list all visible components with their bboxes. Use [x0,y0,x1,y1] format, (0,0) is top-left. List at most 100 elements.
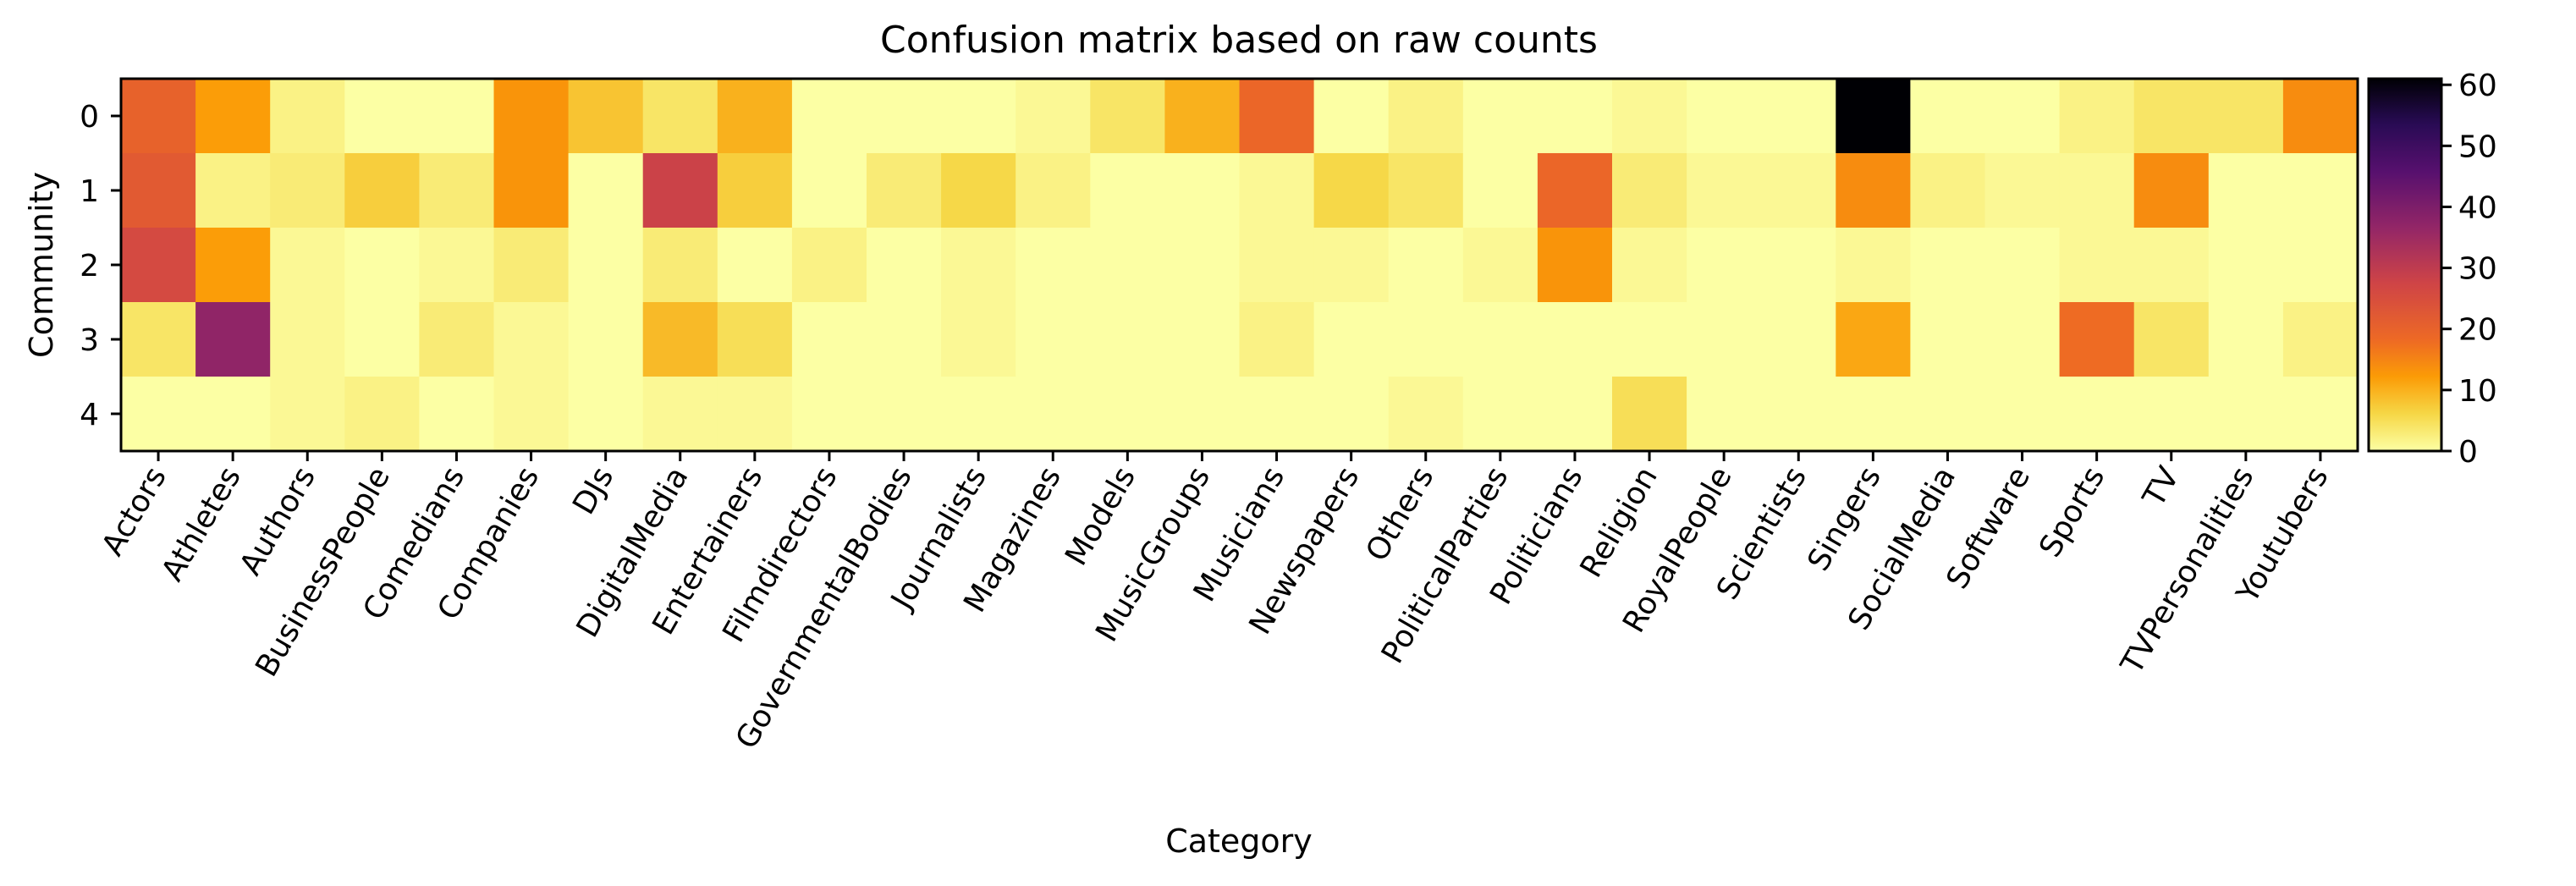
heatmap-cell [2133,153,2210,228]
heatmap-cell [1388,79,1464,154]
heatmap-cell [1313,153,1390,228]
heatmap-cell [1836,377,1911,452]
heatmap-cell [1239,377,1315,452]
heatmap-cell [1090,228,1165,303]
heatmap-cell [1239,153,1315,228]
heatmap-cell [2282,153,2359,228]
colorbar-tick-label: 60 [2458,69,2497,103]
heatmap-cell [1164,302,1241,377]
row-tick-label: 0 [80,100,99,135]
heatmap-cell [270,79,345,154]
heatmap-cell [867,228,942,303]
heatmap-cell [1164,153,1241,228]
heatmap-cell [2208,377,2284,452]
heatmap-cell [1910,377,1986,452]
heatmap-cell [1836,302,1911,377]
heatmap-cell [1836,228,1911,303]
column-tick-label: TVPersonalities [2114,461,2260,680]
heatmap-cell [121,79,196,154]
heatmap-cell [2282,302,2359,377]
heatmap-cell [493,377,570,452]
column-tick-label: BusinessPeople [249,461,397,683]
heatmap-cell [2059,302,2135,377]
heatmap-cell [1313,79,1390,154]
heatmap-cell [568,228,644,303]
heatmap-cell [1313,377,1390,452]
heatmap-cell [1761,228,1836,303]
heatmap-cell [791,302,867,377]
heatmap-cell [867,302,942,377]
colorbar [2367,77,2443,453]
heatmap-cell [1761,377,1836,452]
heatmap-cell [344,153,420,228]
heatmap-cell [1462,377,1538,452]
row-tick-label: 2 [80,249,99,283]
heatmap-cell [642,79,718,154]
heatmap-cell [270,153,345,228]
heatmap-cell [642,377,718,452]
heatmap-cell [1537,153,1613,228]
heatmap-cell [717,153,793,228]
heatmap-cell [717,79,793,154]
heatmap-cell [1239,79,1315,154]
heatmap-cell [568,377,644,452]
heatmap-cell [121,377,196,452]
heatmap-cell [270,377,345,452]
heatmap-cell [941,228,1016,303]
heatmap-cell [1388,228,1464,303]
row-ticks: 0 1 2 3 4 [80,100,121,432]
x-axis-label: Category [1165,823,1313,860]
heatmap-cell [1313,228,1390,303]
heatmap-cells [121,79,2359,452]
heatmap-cell [121,302,196,377]
heatmap-cell [1836,153,1911,228]
heatmap-cell [1462,302,1538,377]
heatmap-cell [121,153,196,228]
heatmap-cell [270,228,345,303]
heatmap-cell [1761,153,1836,228]
heatmap-cell [1612,302,1687,377]
heatmap-cell [717,228,793,303]
heatmap-cell [2059,79,2135,154]
heatmap-cell [2208,302,2284,377]
heatmap-cell [344,302,420,377]
heatmap-cell [941,302,1016,377]
heatmap-cell [1388,153,1464,228]
heatmap-cell [1239,228,1315,303]
heatmap-cell [1016,377,1091,452]
heatmap-cell [2282,79,2359,154]
heatmap-cell [2133,79,2210,154]
heatmap-cell [2133,302,2210,377]
heatmap-cell [1016,228,1091,303]
heatmap-cell [1090,153,1165,228]
colorbar-tick-label: 10 [2458,374,2497,409]
heatmap-cell [1612,228,1687,303]
heatmap-cell [2208,153,2284,228]
heatmap-cell [1462,228,1538,303]
column-tick-label: Sports [2033,461,2111,563]
column-tick-label: Models [1059,461,1142,571]
heatmap-cell [2133,377,2210,452]
heatmap-cell [1687,153,1762,228]
heatmap-cell [2059,228,2135,303]
heatmap-cell [717,302,793,377]
heatmap-cell [791,79,867,154]
heatmap-cell [1239,302,1315,377]
column-tick-label: TV [2136,461,2187,514]
column-ticks: ActorsAthletesAuthorsBusinessPeopleComed… [96,451,2336,755]
heatmap-cell [344,79,420,154]
heatmap-cell [195,153,271,228]
heatmap-cell [791,228,867,303]
row-tick-label: 3 [80,323,99,358]
heatmap-cell [717,377,793,452]
heatmap-cell [1910,79,1986,154]
heatmap-cell [1687,79,1762,154]
heatmap-cell [2282,377,2359,452]
heatmap-cell [1164,79,1241,154]
heatmap-cell [1836,79,1911,154]
heatmap-cell [1090,377,1165,452]
heatmap-cell [1388,302,1464,377]
heatmap-cell [568,302,644,377]
heatmap-cell [1090,79,1165,154]
heatmap-cell [1388,377,1464,452]
